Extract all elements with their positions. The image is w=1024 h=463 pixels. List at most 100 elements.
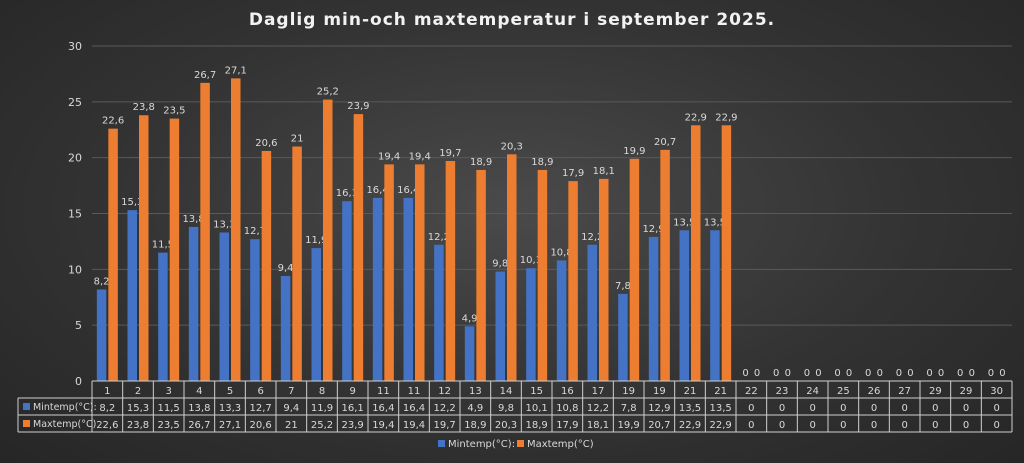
table-cell-mintemp: 12,2 [587, 403, 609, 414]
bar-mintemp [556, 260, 567, 381]
data-label-mintemp: 0 [896, 368, 902, 379]
chart-title: Daglig min-och maxtemperatur i september… [248, 10, 776, 30]
data-label-mintemp: 0 [926, 368, 932, 379]
data-label-maxtemp: 23,9 [347, 101, 369, 112]
table-cell-maxtemp: 0 [748, 420, 754, 431]
table-cell-maxtemp: 26,7 [188, 420, 210, 431]
table-cell-mintemp: 0 [809, 403, 815, 414]
data-label-mintemp: 0 [804, 368, 810, 379]
table-row-label-mintemp: Mintemp(°C): [33, 402, 97, 413]
x-category-label: 6 [257, 386, 263, 397]
table-cell-maxtemp: 17,9 [556, 420, 578, 431]
table-cell-maxtemp: 25,2 [311, 420, 333, 431]
bar-maxtemp [476, 169, 486, 381]
data-label-mintemp: 0 [742, 368, 748, 379]
data-label-maxtemp: 21 [291, 134, 304, 145]
table-cell-maxtemp: 18,9 [526, 420, 548, 431]
bar-mintemp [618, 293, 628, 381]
bar-maxtemp [200, 82, 210, 381]
x-category-label: 23 [776, 386, 789, 397]
data-label-mintemp: 0 [957, 368, 963, 379]
x-category-label: 21 [714, 386, 727, 397]
x-category-label: 19 [653, 386, 666, 397]
y-tick-label: 20 [68, 152, 82, 165]
data-label-maxtemp: 23,5 [163, 106, 185, 117]
bar-maxtemp [292, 146, 302, 381]
x-category-label: 25 [837, 386, 850, 397]
data-label-maxtemp: 18,9 [470, 157, 492, 168]
table-cell-mintemp: 8,2 [99, 403, 115, 414]
data-label-maxtemp: 25,2 [317, 87, 339, 98]
data-label-maxtemp: 0 [754, 368, 760, 379]
data-label-maxtemp: 0 [846, 368, 852, 379]
table-cell-mintemp: 0 [993, 403, 999, 414]
data-label-maxtemp: 0 [785, 368, 791, 379]
data-label-maxtemp: 27,1 [225, 65, 247, 76]
bar-maxtemp [323, 99, 333, 381]
data-label-mintemp: 10,8 [550, 247, 572, 258]
legend-label-mintemp: Mintemp(°C): [448, 439, 515, 450]
table-cell-mintemp: 0 [901, 403, 907, 414]
table-cell-mintemp: 11,5 [158, 403, 180, 414]
x-category-label: 14 [500, 386, 513, 397]
y-tick-label: 10 [68, 263, 82, 276]
table-cell-mintemp: 9,8 [498, 403, 514, 414]
table-cell-maxtemp: 23,9 [342, 420, 364, 431]
data-label-mintemp: 11,5 [152, 240, 174, 251]
table-cell-mintemp: 13,5 [710, 403, 732, 414]
table-cell-mintemp: 4,9 [467, 403, 483, 414]
table-cell-mintemp: 15,3 [127, 403, 149, 414]
table-key-maxtemp [23, 420, 30, 427]
table-cell-mintemp: 0 [932, 403, 938, 414]
table-cell-mintemp: 16,4 [403, 403, 425, 414]
bar-maxtemp [445, 161, 456, 381]
data-label-mintemp: 12,2 [428, 232, 450, 243]
table-cell-mintemp: 13,3 [219, 403, 241, 414]
data-label-maxtemp: 19,7 [439, 148, 461, 159]
table-cell-maxtemp: 22,6 [96, 420, 118, 431]
x-category-label: 15 [530, 386, 543, 397]
x-category-label: 9 [349, 386, 355, 397]
data-label-maxtemp: 0 [999, 368, 1005, 379]
bar-mintemp [311, 248, 321, 381]
data-label-maxtemp: 19,4 [409, 151, 431, 162]
data-label-maxtemp: 18,9 [531, 157, 553, 168]
table-cell-mintemp: 16,4 [372, 403, 394, 414]
data-label-mintemp: 16,1 [336, 188, 358, 199]
table-cell-maxtemp: 0 [993, 420, 999, 431]
table-cell-maxtemp: 19,7 [434, 420, 456, 431]
data-label-maxtemp: 19,4 [378, 151, 400, 162]
bar-maxtemp [568, 181, 578, 381]
bar-mintemp [96, 289, 107, 381]
data-label-mintemp: 15,3 [121, 197, 143, 208]
table-cell-maxtemp: 23,8 [127, 420, 149, 431]
table-row-label-maxtemp: Maxtemp(°C) [33, 419, 96, 430]
table-cell-maxtemp: 20,6 [250, 420, 272, 431]
x-category-label: 7 [288, 386, 294, 397]
y-tick-label: 15 [68, 208, 82, 221]
data-label-mintemp: 13,5 [673, 217, 695, 228]
bar-mintemp [342, 201, 352, 381]
data-label-maxtemp: 0 [938, 368, 944, 379]
x-category-label: 22 [745, 386, 758, 397]
bar-maxtemp [629, 158, 640, 381]
data-label-maxtemp: 20,6 [255, 138, 277, 149]
data-label-mintemp: 0 [988, 368, 994, 379]
data-label-mintemp: 12,7 [244, 226, 266, 237]
bar-mintemp [158, 252, 168, 381]
bar-mintemp [587, 244, 597, 381]
bar-maxtemp [691, 125, 701, 382]
x-category-label: 26 [868, 386, 881, 397]
y-tick-label: 30 [68, 40, 82, 53]
table-cell-maxtemp: 19,4 [372, 420, 394, 431]
table-cell-mintemp: 10,1 [526, 403, 548, 414]
table-cell-mintemp: 7,8 [621, 403, 637, 414]
data-label-maxtemp: 22,6 [102, 116, 124, 127]
x-category-label: 30 [990, 386, 1003, 397]
bar-maxtemp [108, 128, 118, 381]
bar-maxtemp [384, 164, 394, 381]
bar-mintemp [434, 244, 444, 381]
table-cell-maxtemp: 21 [285, 420, 298, 431]
bar-maxtemp [353, 114, 364, 381]
